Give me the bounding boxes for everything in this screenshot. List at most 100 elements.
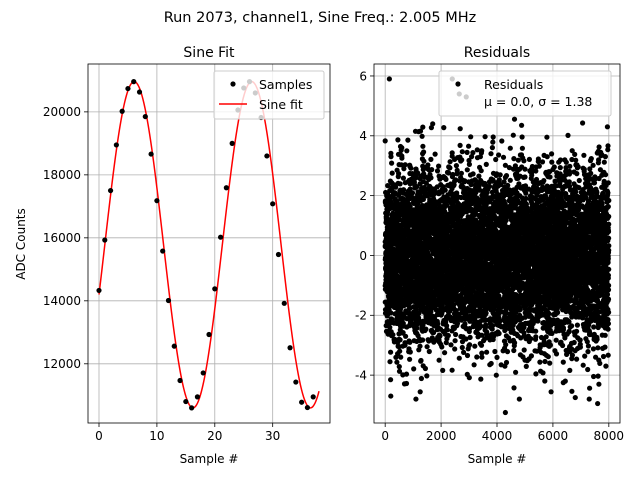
- residuals-plot-area: [382, 76, 612, 416]
- residual-point: [424, 344, 430, 350]
- residual-point: [503, 342, 509, 348]
- residual-point: [425, 162, 431, 168]
- residual-point: [389, 160, 395, 166]
- residual-point: [479, 148, 485, 154]
- sine-fit-plot-area: [96, 79, 320, 411]
- residual-point: [400, 175, 406, 181]
- residual-point: [415, 170, 421, 176]
- residual-point: [467, 334, 473, 340]
- residual-point: [511, 385, 517, 391]
- sample-point: [171, 343, 177, 349]
- residual-point: [510, 132, 516, 138]
- sample-point: [287, 345, 293, 351]
- residual-point: [387, 205, 393, 212]
- residual-point: [428, 309, 434, 315]
- residual-point: [419, 203, 426, 209]
- residual-point: [490, 134, 496, 140]
- residual-point: [500, 154, 507, 160]
- residual-point: [419, 133, 425, 139]
- sample-point: [177, 377, 183, 384]
- residual-point: [459, 149, 465, 155]
- residuals-title: Residuals: [464, 45, 530, 61]
- residual-point: [420, 124, 426, 130]
- residual-point: [519, 122, 525, 128]
- sample-point: [119, 108, 125, 114]
- residual-point: [387, 324, 393, 330]
- sample-point: [189, 405, 195, 411]
- residual-point: [442, 187, 448, 193]
- legend-samples-label: Samples: [259, 77, 312, 92]
- residual-point: [431, 329, 437, 336]
- residual-point: [466, 161, 472, 167]
- residual-point: [456, 355, 462, 361]
- residual-point: [421, 149, 427, 155]
- residual-point: [392, 190, 398, 196]
- residual-point: [398, 354, 404, 360]
- residual-point: [414, 325, 420, 331]
- residual-point: [404, 148, 410, 154]
- residual-point: [436, 163, 442, 169]
- residual-point: [511, 340, 518, 346]
- residual-point: [393, 184, 399, 190]
- residual-point: [388, 154, 394, 160]
- residual-point: [394, 359, 400, 365]
- residual-point: [471, 362, 477, 368]
- x-tick-label: 30: [265, 429, 280, 443]
- residual-point: [439, 344, 445, 350]
- residual-point: [421, 158, 427, 164]
- residual-point: [408, 165, 414, 171]
- residual-point: [417, 128, 424, 134]
- residual-point: [448, 342, 454, 348]
- sine-fit-panel: Sine Fit 0 10 20 30120001400016000180002000…: [14, 45, 331, 466]
- residual-point: [479, 354, 485, 360]
- residual-point: [484, 349, 490, 355]
- residual-point: [382, 138, 388, 144]
- sample-point: [293, 379, 299, 385]
- residual-point: [519, 134, 525, 140]
- residual-point: [428, 156, 434, 162]
- residual-point: [398, 162, 404, 168]
- residual-point: [504, 349, 511, 355]
- residual-point: [426, 348, 432, 355]
- sample-point: [113, 142, 119, 148]
- sample-point: [217, 234, 224, 240]
- residual-point: [478, 323, 484, 329]
- sine-fit-grid: [88, 64, 330, 423]
- residual-point: [422, 365, 428, 372]
- residual-point: [442, 209, 448, 215]
- residual-point: [454, 167, 460, 173]
- residual-point: [478, 342, 485, 348]
- residual-point: [407, 339, 413, 345]
- residual-point: [396, 171, 402, 177]
- residual-point: [490, 139, 496, 145]
- residual-point: [426, 338, 432, 344]
- residual-point: [467, 342, 473, 348]
- residual-point: [385, 183, 391, 189]
- residual-point: [511, 116, 518, 122]
- residual-point: [464, 352, 471, 359]
- residual-point: [395, 137, 401, 143]
- sample-point: [270, 201, 276, 207]
- residual-point: [389, 170, 395, 176]
- residual-point: [489, 145, 495, 151]
- residual-point: [441, 125, 447, 131]
- sample-point: [148, 151, 154, 157]
- residual-point: [420, 143, 426, 149]
- sample-point: [154, 198, 160, 204]
- residual-point: [399, 145, 405, 151]
- residual-point: [496, 177, 502, 183]
- residual-point: [474, 354, 480, 360]
- residual-point: [444, 327, 450, 333]
- sample-point: [136, 89, 143, 95]
- x-tick-label: 10: [149, 429, 164, 443]
- sample-point: [212, 286, 218, 292]
- residual-point: [401, 166, 407, 172]
- legend-samples-marker: [230, 81, 236, 87]
- residual-point: [428, 175, 434, 181]
- residual-point: [464, 167, 470, 173]
- residual-point: [470, 150, 476, 156]
- sample-point: [183, 398, 189, 405]
- residual-point: [388, 310, 394, 316]
